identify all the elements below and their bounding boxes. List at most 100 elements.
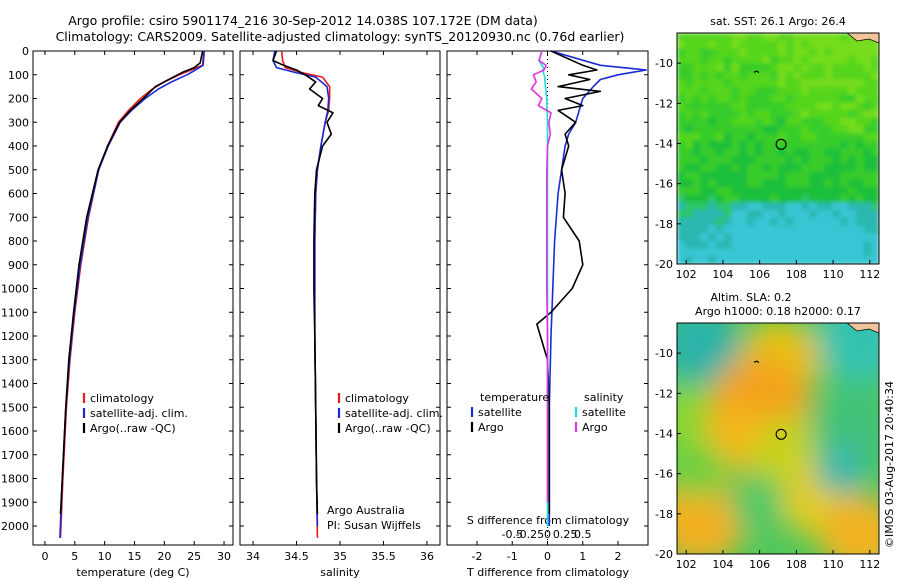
sla-blur-layer: [677, 323, 879, 554]
sst-cell: [801, 110, 810, 119]
sst-cell: [754, 140, 764, 150]
legend-label: satellite: [582, 406, 626, 419]
x-tick-label: 108: [786, 268, 807, 281]
x-axis-label: temperature (deg C): [76, 566, 189, 579]
sst-cell: [793, 40, 802, 49]
sst-cell: [746, 148, 756, 157]
sst-cell: [762, 148, 771, 157]
sst-cell: [692, 125, 701, 134]
sst-cell: [816, 133, 826, 142]
sst-cell: [739, 86, 748, 96]
sst-cell: [847, 248, 857, 257]
sst-cell: [863, 202, 872, 211]
sst-cell: [847, 48, 857, 57]
sst-cell: [785, 240, 795, 250]
sst-cell: [692, 163, 701, 173]
sst-cell: [785, 233, 795, 242]
sst-cell: [816, 225, 826, 234]
sst-cell: [731, 187, 740, 196]
sst-cell: [739, 194, 748, 203]
sst-cell: [778, 202, 787, 211]
sst-cell: [863, 48, 872, 57]
sst-cell: [746, 156, 756, 165]
y-tick-label: -16: [655, 178, 673, 191]
sst-cell: [684, 210, 694, 219]
sst-cell: [770, 133, 779, 142]
sst-cell: [692, 156, 701, 165]
sst-cell: [746, 248, 756, 257]
sst-cell: [715, 140, 725, 150]
sst-cell: [801, 133, 810, 142]
sst-cell: [832, 233, 841, 242]
sst-cell: [840, 187, 849, 196]
sst-cell: [863, 102, 872, 111]
sst-cell: [731, 86, 740, 96]
sst-cell: [793, 71, 802, 80]
x-tick-label: 106: [749, 558, 770, 571]
sst-cell: [847, 63, 857, 73]
sst-cell: [816, 248, 826, 257]
sst-cell: [847, 256, 857, 264]
legend-label: satellite: [478, 406, 522, 419]
sst-cell: [762, 40, 771, 49]
sst-cell: [871, 40, 879, 49]
sst-cell: [762, 202, 771, 211]
sst-cell: [855, 179, 865, 188]
sst-cell: [855, 86, 865, 96]
sst-cell: [778, 117, 787, 126]
sst-cell: [746, 217, 756, 227]
y-tick-label: 1300: [1, 354, 29, 367]
sst-cell: [723, 248, 732, 257]
y-tick-label: 1700: [1, 449, 29, 462]
sst-cell: [785, 40, 795, 49]
sst-cell: [739, 71, 748, 80]
sst-cell: [746, 56, 756, 65]
sst-cell: [684, 163, 694, 173]
sst-cell: [739, 163, 748, 173]
sst-cell: [677, 56, 686, 65]
sst-cell: [801, 48, 810, 57]
sst-cell: [847, 117, 857, 126]
sst-cell: [832, 48, 841, 57]
sst-cell: [677, 33, 686, 42]
sst-cell: [723, 156, 732, 165]
sst-cell: [863, 194, 872, 203]
sst-cell: [855, 187, 865, 196]
sst-cell: [677, 202, 686, 211]
sst-cell: [762, 171, 771, 180]
legend-label: Argo: [478, 421, 504, 434]
sst-cell: [677, 171, 686, 180]
sst-cell: [847, 86, 857, 96]
sst-cell: [785, 86, 795, 96]
y-tick-label: -14: [655, 137, 673, 150]
sst-cell: [863, 63, 872, 73]
x-tick-label: 104: [712, 558, 733, 571]
sst-cell: [731, 110, 740, 119]
sst-cell: [863, 179, 872, 188]
sst-cell: [840, 233, 849, 242]
sst-cell: [847, 171, 857, 180]
sst-cell: [840, 140, 849, 150]
sst-cell: [692, 117, 701, 126]
sst-cell: [840, 71, 849, 80]
sst-cell: [739, 33, 748, 42]
series-line-climatology: [280, 50, 331, 538]
series-line-temperature-satellite: [548, 50, 648, 526]
sst-cell: [770, 179, 779, 188]
x-tick-label: 112: [859, 268, 880, 281]
sst-cell: [731, 102, 740, 111]
sst-cell: [809, 40, 818, 49]
sst-cell: [801, 63, 810, 73]
sst-cell: [708, 40, 717, 49]
sst-cell: [700, 133, 709, 142]
sst-cell: [785, 94, 795, 103]
sst-cell: [824, 248, 833, 257]
sst-cell: [731, 156, 740, 165]
sst-cell: [832, 156, 841, 165]
sst-cell: [770, 86, 779, 96]
sst-cell: [684, 140, 694, 150]
sst-cell: [785, 225, 795, 234]
sst-cell: [739, 225, 748, 234]
sst-cell: [708, 240, 717, 250]
